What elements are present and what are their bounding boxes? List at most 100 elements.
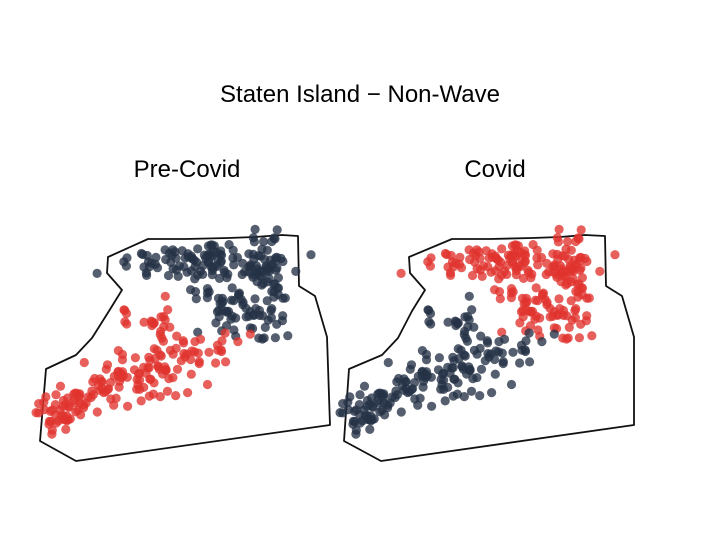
pre-covid-red-point	[101, 364, 111, 374]
pre-covid-navy-point	[264, 274, 274, 284]
pre-covid-red-point	[122, 319, 132, 329]
covid-red-point	[490, 285, 500, 295]
pre-covid-navy-point	[283, 331, 293, 341]
covid-red-point	[446, 250, 456, 261]
pre-covid-red-point	[172, 331, 182, 341]
covid-navy-point	[459, 392, 469, 402]
pre-covid-navy-point	[250, 224, 260, 234]
covid-navy-point	[457, 361, 467, 371]
covid-navy-point	[348, 419, 358, 429]
covid-navy-point	[355, 410, 365, 420]
pre-covid-navy-point	[142, 250, 152, 261]
pre-covid-red-point	[158, 369, 168, 379]
covid-navy-point	[365, 399, 375, 409]
pre-covid-navy-point	[278, 256, 288, 267]
pre-covid-navy-point	[238, 300, 248, 310]
covid-navy-point	[422, 371, 432, 381]
covid-navy-point	[394, 373, 404, 384]
covid-red-point	[522, 306, 532, 316]
covid-navy-point	[401, 376, 411, 387]
covid-red-point	[533, 260, 543, 270]
pre-covid-navy-point	[227, 283, 237, 293]
covid-navy-point	[373, 395, 383, 406]
covid-red-point	[553, 237, 564, 247]
pre-covid-navy-point	[190, 262, 200, 272]
pre-covid-red-point	[155, 392, 165, 402]
pre-covid-red-point	[176, 356, 186, 366]
pre-covid-navy-point	[198, 269, 208, 279]
covid-navy-point	[480, 356, 490, 366]
covid-red-point	[538, 288, 549, 298]
covid-red-point	[526, 321, 536, 331]
covid-navy-point	[380, 410, 390, 420]
covid-navy-point	[506, 379, 517, 390]
pre-covid-red-point	[31, 408, 41, 418]
pre-covid-navy-point	[234, 288, 244, 298]
covid-navy-point	[524, 328, 534, 338]
covid-red-point	[518, 273, 529, 283]
pre-covid-red-point	[152, 345, 162, 355]
pre-covid-red-point	[50, 400, 61, 410]
covid-navy-point	[498, 358, 508, 369]
pre-covid-red-point	[119, 305, 129, 315]
covid-red-point	[532, 253, 542, 263]
pre-covid-red-point	[179, 338, 189, 348]
covid-navy-point	[443, 317, 453, 327]
pre-covid-red-point	[162, 386, 173, 396]
pre-covid-red-point	[118, 371, 128, 381]
pre-covid-navy-point	[202, 284, 213, 294]
covid-navy-point	[508, 347, 518, 357]
covid-navy-point	[436, 374, 446, 385]
pre-covid-red-point	[211, 358, 221, 368]
pre-covid-red-point	[51, 390, 61, 400]
pre-covid-red-point	[194, 358, 204, 369]
covid-red-point	[497, 244, 507, 254]
covid-red-point	[396, 268, 406, 278]
covid-red-point	[531, 283, 541, 293]
pre-covid-red-point	[114, 382, 124, 392]
pre-covid-navy-point	[142, 270, 152, 280]
panel-covid	[335, 224, 635, 462]
covid-navy-point	[403, 387, 413, 398]
pre-covid-navy-point	[193, 327, 203, 337]
covid-navy-point	[490, 369, 500, 379]
pre-covid-red-point	[146, 374, 156, 384]
covid-navy-point	[355, 418, 365, 428]
covid-red-point	[564, 322, 574, 332]
pre-covid-navy-point	[260, 322, 270, 332]
covid-red-point	[573, 292, 583, 302]
covid-navy-point	[413, 400, 423, 410]
pre-covid-navy-point	[224, 240, 234, 250]
covid-red-point	[503, 250, 513, 260]
pre-covid-navy-point	[151, 252, 161, 262]
covid-navy-point	[520, 345, 530, 355]
pre-covid-red-point	[157, 333, 167, 343]
pre-covid-navy-point	[173, 271, 183, 281]
covid-red-point	[477, 271, 487, 281]
pre-covid-navy-point	[208, 263, 218, 273]
covid-red-point	[574, 333, 585, 343]
pre-covid-navy-point	[237, 269, 247, 280]
pre-covid-red-point	[144, 391, 154, 401]
covid-red-point	[582, 293, 592, 303]
covid-red-point	[467, 270, 478, 281]
figure-title: Staten Island − Non-Wave	[220, 81, 500, 108]
pre-covid-navy-point	[216, 246, 226, 256]
pre-covid-navy-point	[214, 273, 225, 283]
covid-red-point	[560, 251, 570, 261]
covid-red-point	[571, 304, 581, 314]
covid-red-point	[497, 327, 507, 337]
pre-covid-navy-point	[256, 251, 266, 261]
covid-navy-point	[456, 345, 466, 355]
covid-navy-point	[421, 355, 432, 365]
pre-covid-red-point	[202, 379, 213, 390]
covid-navy-point	[365, 424, 375, 434]
covid-red-point	[574, 234, 584, 244]
pre-covid-red-point	[160, 362, 170, 372]
covid-navy-point	[476, 364, 487, 374]
covid-navy-point	[487, 388, 497, 398]
points-covid	[335, 224, 620, 439]
pre-covid-red-point	[44, 419, 54, 429]
covid-red-point	[502, 269, 512, 279]
covid-red-point	[526, 273, 536, 283]
